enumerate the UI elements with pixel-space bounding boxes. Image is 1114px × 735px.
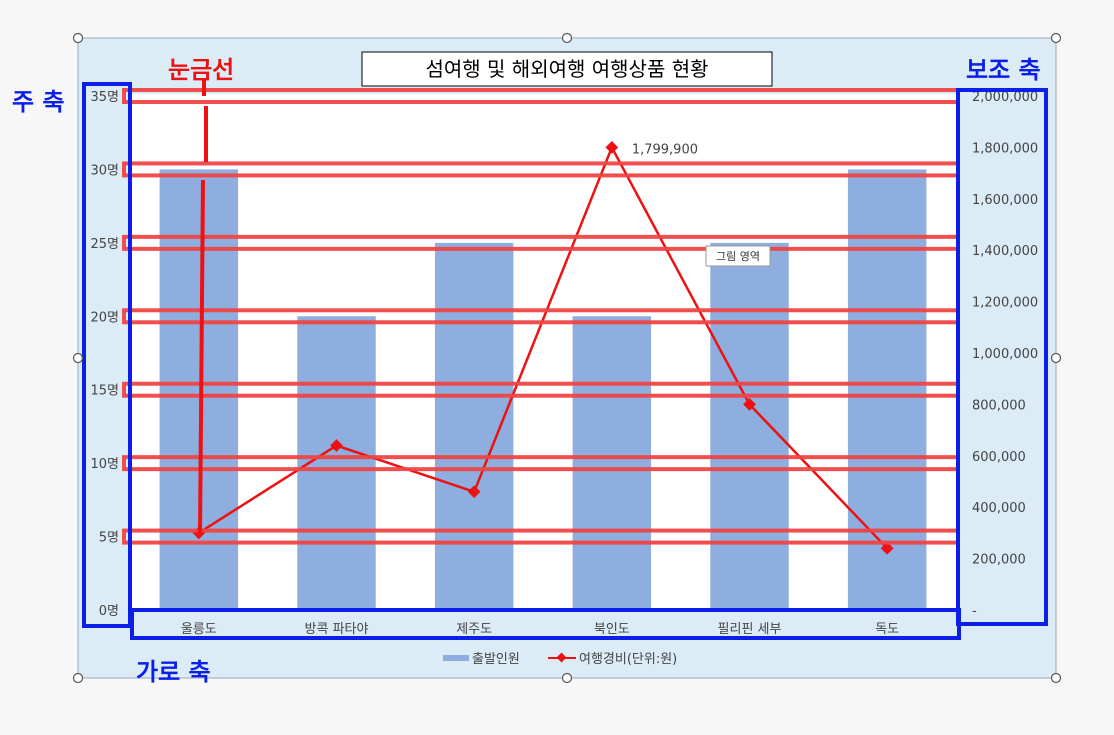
category-label-1: 울릉도 <box>181 622 217 637</box>
resize-handle[interactable] <box>72 32 84 44</box>
secondary-tick-label: 600,000 <box>972 450 1026 465</box>
secondary-tick-label: - <box>972 604 977 619</box>
bar-4[interactable] <box>572 316 652 610</box>
resize-handle[interactable] <box>1050 352 1062 364</box>
category-axis-annotation: 가로 축 <box>136 658 211 686</box>
resize-handle[interactable] <box>1050 672 1062 684</box>
resize-handle[interactable] <box>1050 32 1062 44</box>
secondary-tick-label: 1,600,000 <box>972 193 1038 208</box>
legend-label-line: 여행경비(단위:원) <box>579 651 677 667</box>
secondary-tick-label: 1,000,000 <box>972 347 1038 362</box>
legend-swatch-marker <box>556 652 567 663</box>
primary-tick-label: 30명 <box>90 163 119 178</box>
primary-axis-highlight <box>82 82 132 628</box>
line-marker-2[interactable] <box>330 439 343 452</box>
secondary-axis-annotation: 보조 축 <box>966 56 1041 84</box>
secondary-axis-ticks: - 200,000 400,000 600,000 800,000 1,000,000 1,… <box>972 90 1038 619</box>
bar-6[interactable] <box>847 169 927 610</box>
secondary-tick-label: 800,000 <box>972 398 1026 413</box>
resize-handle[interactable] <box>561 32 573 44</box>
chart-title-box[interactable] <box>361 51 773 87</box>
primary-axis-ticks: 0명 5명 10명 15명 20명 25명 30명 35명 <box>90 90 119 619</box>
secondary-tick-label: 1,200,000 <box>972 296 1038 311</box>
secondary-tick-label: 2,000,000 <box>972 90 1038 105</box>
category-axis-highlight <box>130 608 961 640</box>
primary-tick-label: 20명 <box>90 310 119 325</box>
tooltip-box <box>705 245 771 267</box>
secondary-tick-label: 1,400,000 <box>972 244 1038 259</box>
legend[interactable]: 출발인원 여행경비(단위:원) <box>443 651 677 667</box>
primary-tick-label: 5명 <box>99 531 119 546</box>
primary-tick-label: 35명 <box>90 90 119 105</box>
bar-5[interactable] <box>710 242 789 610</box>
selection-handles[interactable] <box>72 32 1062 684</box>
category-label-6: 독도 <box>875 622 899 637</box>
resize-handle[interactable] <box>72 672 84 684</box>
plot-area[interactable] <box>128 94 960 610</box>
secondary-tick-label: 1,800,000 <box>972 141 1038 156</box>
primary-tick-label: 0명 <box>99 604 119 619</box>
chart-title: 섬여행 및 해외여행 여행상품 현황 <box>425 57 708 81</box>
resize-handle[interactable] <box>561 672 573 684</box>
primary-tick-label: 15명 <box>90 384 119 399</box>
gridline-pointer-line <box>198 179 205 535</box>
resize-handle[interactable] <box>72 352 84 364</box>
category-label-3: 제주도 <box>456 622 492 637</box>
tooltip-text: 그림 영역 <box>716 250 760 263</box>
category-label-4: 북인도 <box>594 622 630 637</box>
category-label-2: 방콕 파타야 <box>305 622 369 637</box>
secondary-tick-label: 200,000 <box>972 553 1026 568</box>
legend-swatch-bar <box>443 655 469 661</box>
gridline-annotation: 눈금선 <box>168 56 234 84</box>
secondary-axis-highlight <box>956 88 1048 626</box>
legend-label-bar: 출발인원 <box>472 652 520 667</box>
secondary-tick-label: 400,000 <box>972 501 1026 516</box>
line-path[interactable] <box>198 144 889 550</box>
category-axis-ticks: 울릉도 방콕 파타야 제주도 북인도 필리핀 세부 독도 <box>181 622 899 637</box>
data-label-max: 1,799,900 <box>632 142 698 157</box>
primary-axis-annotation: 주 축 <box>12 88 65 116</box>
line-marker-3[interactable] <box>467 485 481 499</box>
bar-series <box>159 169 927 610</box>
primary-tick-label: 10명 <box>90 457 119 472</box>
category-label-5: 필리핀 세부 <box>718 622 782 637</box>
primary-tick-label: 25명 <box>90 237 119 252</box>
